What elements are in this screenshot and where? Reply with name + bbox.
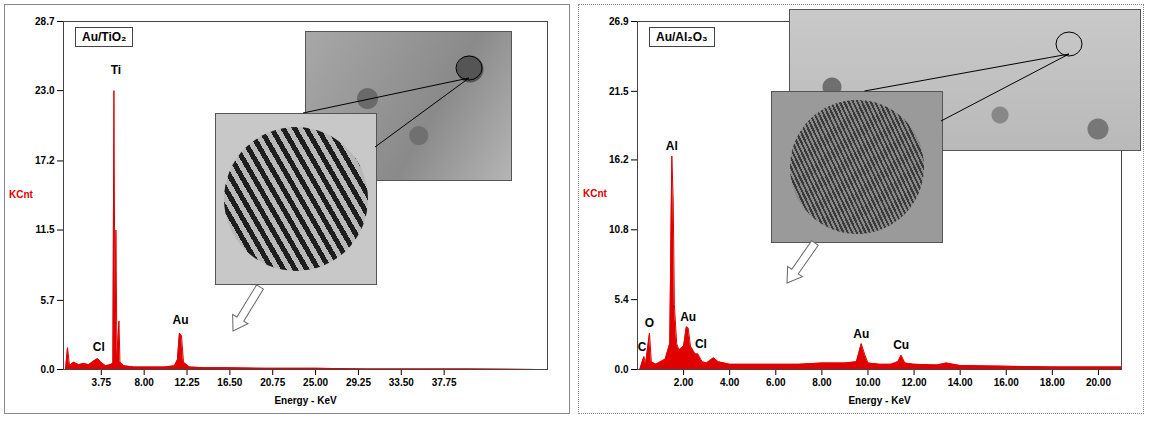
- svg-text:21.5: 21.5: [609, 86, 629, 97]
- html-text:KCnt: KCnt: [9, 189, 33, 200]
- svg-text:33.50: 33.50: [389, 377, 414, 388]
- svg-text:37.75: 37.75: [432, 377, 457, 388]
- svg-text:5.4: 5.4: [615, 294, 629, 305]
- svg-text:6.00: 6.00: [766, 377, 786, 388]
- svg-text:16.50: 16.50: [217, 377, 242, 388]
- svg-text:C: C: [638, 340, 647, 354]
- svg-text:17.2: 17.2: [35, 155, 55, 166]
- svg-text:16.2: 16.2: [609, 154, 629, 165]
- svg-text:4.00: 4.00: [720, 377, 740, 388]
- svg-text:Ti: Ti: [111, 63, 121, 77]
- html-text:Au/Al₂O₃: Au/Al₂O₃: [656, 30, 708, 44]
- svg-text:18.00: 18.00: [1040, 377, 1065, 388]
- svg-text:Cu: Cu: [893, 338, 909, 352]
- svg-text:2.00: 2.00: [674, 377, 694, 388]
- svg-text:O: O: [645, 316, 654, 330]
- svg-text:Cl: Cl: [695, 337, 707, 351]
- svg-text:25.00: 25.00: [303, 377, 328, 388]
- svg-text:20.00: 20.00: [1086, 377, 1111, 388]
- svg-text:20.75: 20.75: [260, 377, 285, 388]
- html-text:KCnt: KCnt: [583, 188, 607, 200]
- svg-text:16.00: 16.00: [994, 377, 1019, 388]
- svg-text:23.0: 23.0: [35, 85, 55, 96]
- svg-text:28.7: 28.7: [35, 16, 55, 27]
- svg-text:5.7: 5.7: [41, 295, 55, 306]
- svg-text:12.25: 12.25: [175, 377, 200, 388]
- svg-text:8.00: 8.00: [134, 377, 154, 388]
- svg-text:26.9: 26.9: [609, 16, 629, 27]
- svg-text:Al: Al: [666, 139, 678, 153]
- html-text:Au/TiO₂: Au/TiO₂: [82, 30, 127, 44]
- svg-text:Cl: Cl: [93, 340, 105, 354]
- svg-text:3.75: 3.75: [92, 377, 112, 388]
- svg-text:10.00: 10.00: [855, 377, 880, 388]
- svg-text:8.00: 8.00: [812, 377, 832, 388]
- svg-text:Au: Au: [680, 310, 696, 324]
- svg-text:11.5: 11.5: [36, 224, 55, 235]
- svg-text:Au: Au: [853, 327, 869, 341]
- svg-text:0.0: 0.0: [615, 364, 629, 375]
- svg-text:14.00: 14.00: [948, 377, 973, 388]
- svg-text:12.00: 12.00: [902, 377, 927, 388]
- svg-text:Energy - KeV: Energy - KeV: [274, 395, 337, 406]
- svg-text:Au: Au: [172, 313, 188, 327]
- svg-text:0.0: 0.0: [41, 364, 55, 375]
- svg-text:10.8: 10.8: [609, 224, 629, 235]
- svg-text:Energy - KeV: Energy - KeV: [848, 395, 911, 406]
- svg-text:29.25: 29.25: [346, 377, 371, 388]
